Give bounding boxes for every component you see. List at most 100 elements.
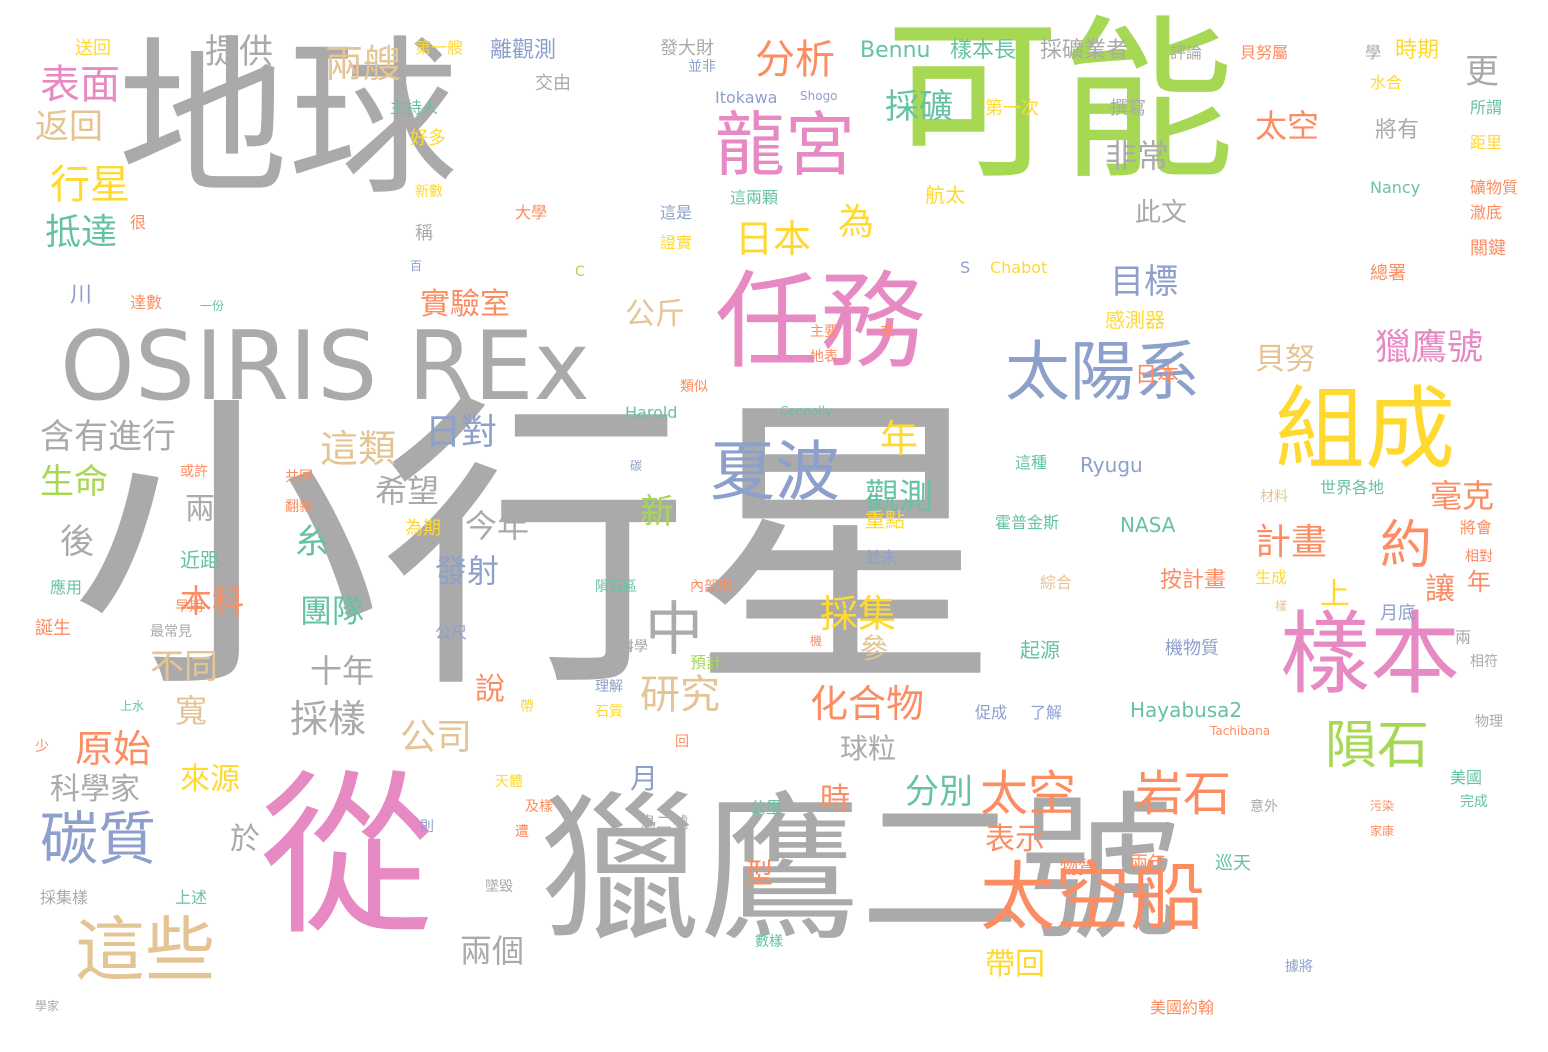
- cloud-word: 表示: [985, 822, 1045, 857]
- cloud-word: 月: [630, 762, 659, 795]
- cloud-word: 團隊: [300, 592, 365, 630]
- cloud-word: 天體: [495, 774, 523, 790]
- cloud-word: Connolly: [780, 404, 833, 418]
- cloud-word: 學: [1365, 43, 1382, 62]
- cloud-word: 組成: [1275, 377, 1455, 482]
- cloud-word: 學家: [35, 999, 60, 1013]
- cloud-word: 將會: [1460, 518, 1493, 537]
- cloud-word: 後: [60, 522, 94, 562]
- cloud-word: 化合物: [810, 682, 925, 726]
- cloud-word: 採集: [820, 592, 897, 636]
- cloud-word: 主持人: [390, 98, 439, 117]
- cloud-word: 則: [420, 819, 434, 835]
- cloud-word: 公尺: [435, 623, 468, 642]
- cloud-word: 從: [260, 756, 435, 959]
- cloud-word: 獵鷹號: [1375, 327, 1484, 368]
- cloud-word: 碳質: [40, 805, 157, 873]
- cloud-word: 時期: [1395, 38, 1440, 63]
- cloud-word: 兩個: [460, 932, 525, 970]
- cloud-word: 不同: [150, 647, 218, 687]
- cloud-word: 採礦: [885, 87, 953, 127]
- cloud-word: 美國: [1450, 768, 1483, 787]
- cloud-word: 了解: [1030, 703, 1063, 722]
- cloud-word: 澈底: [1470, 203, 1503, 222]
- cloud-word: 達數: [130, 293, 163, 312]
- cloud-word: 約: [1380, 516, 1433, 576]
- cloud-word: 一份: [200, 299, 225, 313]
- cloud-word: 意外: [1250, 799, 1278, 815]
- cloud-word: 誕生: [35, 618, 71, 639]
- cloud-word: 於: [230, 822, 260, 857]
- cloud-word: 第一艘: [415, 38, 464, 57]
- cloud-word: 按計畫: [1160, 568, 1227, 593]
- cloud-word: 觀測: [865, 477, 933, 517]
- cloud-word: 兩: [1455, 628, 1472, 647]
- cloud-word: 鳥二號: [640, 813, 689, 832]
- cloud-word: 目標: [1110, 262, 1178, 302]
- cloud-word: 生成: [1255, 568, 1288, 587]
- cloud-word: 完成: [1460, 794, 1488, 810]
- cloud-word: 評論: [1170, 43, 1203, 62]
- cloud-word: 重點: [865, 508, 905, 532]
- cloud-word: 這種: [1015, 453, 1048, 472]
- cloud-word: 帶回: [985, 947, 1045, 982]
- cloud-word: 石質: [595, 704, 623, 720]
- cloud-word: 家康: [1370, 824, 1395, 838]
- cloud-word: 地球: [118, 21, 459, 219]
- cloud-word: 含有進行: [40, 417, 176, 457]
- cloud-word: 分析: [755, 37, 835, 83]
- cloud-word: 樣: [1275, 599, 1288, 613]
- cloud-word: 航太: [925, 183, 965, 207]
- cloud-word: 分別: [905, 772, 973, 812]
- cloud-word: 新數: [415, 184, 443, 200]
- cloud-word: 早期: [175, 599, 203, 615]
- cloud-word: 日對: [425, 412, 498, 453]
- cloud-word: 夏波: [710, 435, 841, 510]
- cloud-word: 中: [645, 595, 704, 663]
- cloud-word: 研究: [640, 672, 720, 718]
- cloud-word: 兩: [185, 492, 215, 527]
- cloud-word: 此文: [1135, 198, 1188, 228]
- cloud-word: 百: [410, 259, 423, 273]
- cloud-word: 世界各地: [1320, 478, 1385, 497]
- cloud-word: 少: [35, 739, 49, 755]
- cloud-word: 樣本長: [950, 38, 1017, 63]
- cloud-word: 隕石區: [595, 579, 637, 595]
- cloud-word: 證實: [660, 233, 693, 252]
- cloud-word: 今年: [465, 507, 530, 545]
- cloud-word: NASA: [1120, 513, 1176, 537]
- cloud-word: 公斤: [625, 297, 685, 332]
- cloud-word: 上: [1320, 577, 1350, 612]
- cloud-word: 材料: [1260, 489, 1288, 505]
- cloud-word: 貝努屬: [1240, 43, 1289, 62]
- cloud-word: 翻新: [285, 499, 313, 515]
- cloud-word: 內部則: [690, 579, 732, 595]
- cloud-word: 公里: [750, 798, 783, 817]
- cloud-word: 相對: [1465, 549, 1493, 565]
- cloud-word: 美國約翰: [1150, 998, 1215, 1017]
- cloud-word: 好多: [410, 128, 446, 149]
- cloud-word: 公司: [400, 717, 473, 758]
- cloud-word: 球粒: [840, 732, 897, 765]
- cloud-word: 日本: [1135, 363, 1180, 388]
- cloud-word: 抵達: [45, 212, 118, 253]
- cloud-word: 污染: [1370, 799, 1395, 813]
- cloud-word: 或許: [180, 464, 208, 480]
- cloud-word: 提供: [205, 32, 273, 72]
- cloud-word: C: [575, 264, 585, 280]
- cloud-word: Chabot: [990, 258, 1048, 277]
- cloud-word: 說: [475, 672, 505, 707]
- cloud-word: 發大財: [660, 38, 714, 59]
- cloud-word: 型: [745, 857, 774, 890]
- cloud-word: 上水: [120, 699, 145, 713]
- cloud-word: 最常見: [150, 624, 192, 640]
- cloud-word: 實驗室: [420, 287, 510, 322]
- cloud-word: 水合: [1370, 73, 1403, 92]
- cloud-word: 所謂: [1470, 98, 1503, 117]
- cloud-word: 科學: [620, 639, 648, 655]
- cloud-word: 太空船: [980, 853, 1206, 941]
- cloud-word: 及樣: [525, 799, 553, 815]
- cloud-word: 任務: [715, 261, 926, 383]
- cloud-word: 計畫: [1255, 522, 1328, 563]
